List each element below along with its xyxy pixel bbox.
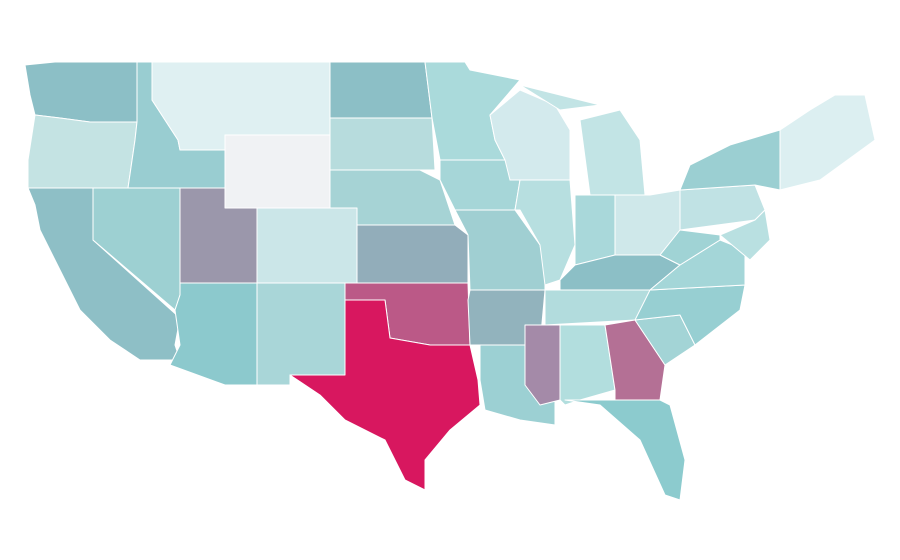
region [574, 194, 616, 266]
region [169, 282, 258, 386]
region [564, 399, 686, 501]
region [256, 282, 346, 386]
region [24, 61, 138, 123]
region [659, 229, 721, 266]
region [779, 94, 876, 191]
regions [24, 61, 876, 501]
region [509, 179, 576, 286]
region [329, 117, 436, 171]
region [519, 84, 601, 111]
region [224, 134, 331, 209]
region [289, 299, 481, 491]
region [679, 129, 781, 191]
region [719, 209, 771, 261]
region [256, 207, 358, 284]
region [27, 114, 138, 189]
region [329, 61, 433, 119]
region [524, 324, 561, 406]
region [356, 224, 469, 284]
region [579, 109, 646, 196]
